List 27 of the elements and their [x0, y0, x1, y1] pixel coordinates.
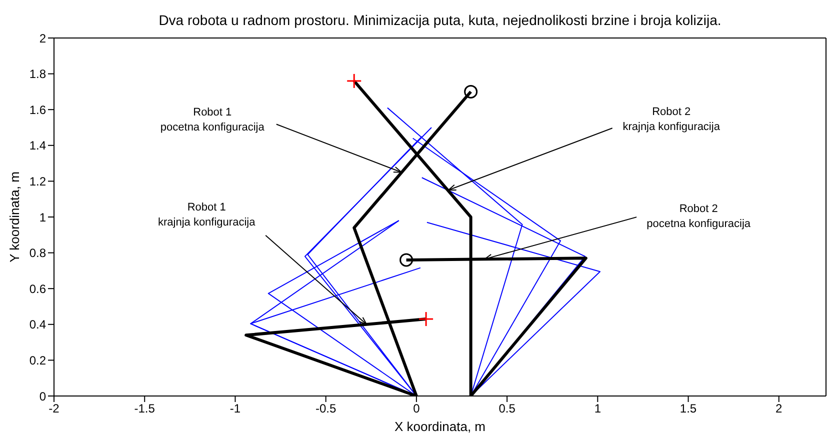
- x-tick-label: 1.5: [680, 402, 697, 416]
- y-axis-title: Y koordinata, m: [7, 172, 22, 262]
- chart-title: Dva robota u radnom prostoru. Minimizacija puta, kuta, nejednolikosti brzine i broja kolizija.: [158, 12, 722, 28]
- y-tick-label: 0.4: [29, 318, 46, 332]
- y-tick-label: 0: [39, 389, 46, 404]
- x-tick-label: -0.5: [315, 402, 336, 416]
- x-tick-label: 2: [776, 402, 783, 416]
- annotation: Robot 2 krajnja konfiguracija: [622, 106, 721, 134]
- y-tick-label: 1.6: [29, 102, 46, 117]
- x-tick-label: 0.5: [498, 402, 516, 416]
- annotation: Robot 1 krajnja konfiguracija: [158, 201, 256, 228]
- annotation: Robot 2 pocetna konfiguracija: [646, 203, 752, 230]
- y-tick-label: 0.6: [29, 282, 46, 296]
- y-tick-label: 0.2: [29, 353, 46, 368]
- y-tick-label: 1.4: [29, 138, 46, 153]
- x-axis-title: X koordinata, m: [394, 419, 486, 434]
- y-tick-label: 1.8: [29, 67, 46, 82]
- x-tick-label: -2: [48, 402, 60, 416]
- x-tick-label: 1: [594, 402, 602, 416]
- x-tick-label: 0: [413, 402, 420, 416]
- y-tick-label: 1: [39, 210, 46, 224]
- x-tick-label: -1.5: [134, 402, 156, 416]
- y-tick-label: 0.8: [29, 246, 46, 260]
- annotation: Robot 1 pocetna konfiguracija: [160, 106, 266, 134]
- y-tick-label: 1.2: [29, 174, 46, 188]
- x-tick-label: -1: [230, 402, 241, 416]
- y-tick-label: 2: [39, 31, 46, 46]
